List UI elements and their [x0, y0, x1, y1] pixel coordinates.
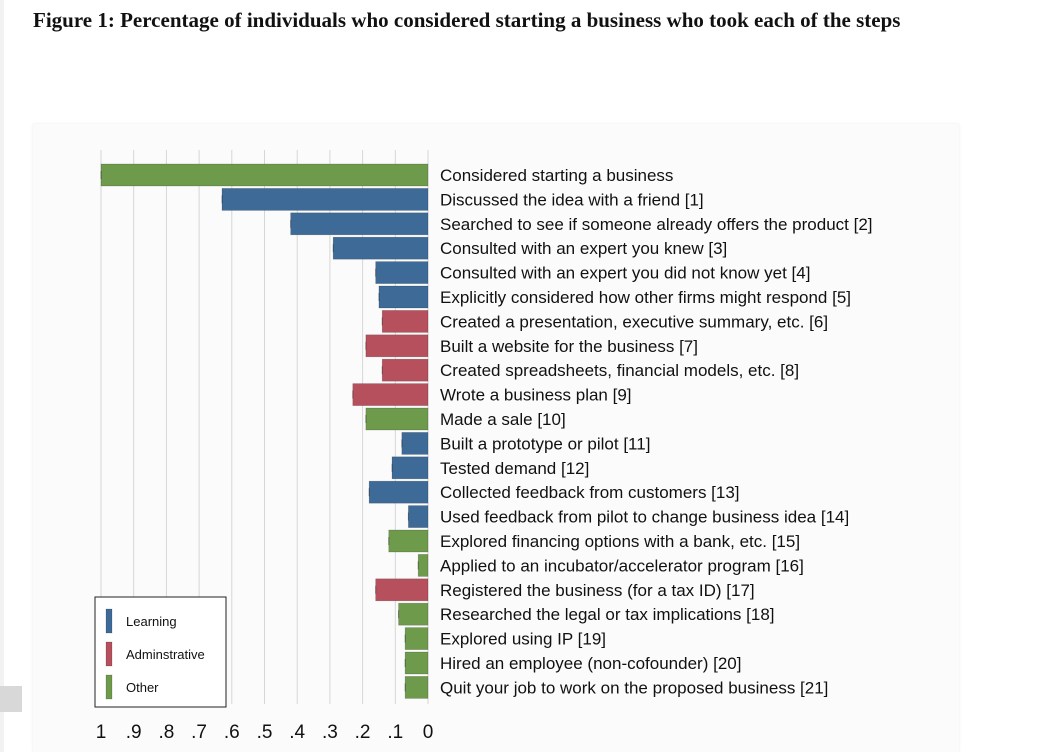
bar — [404, 651, 429, 675]
bar — [365, 334, 429, 358]
left-edge-strip — [0, 0, 4, 752]
category-label: Explicitly considered how other firms mi… — [440, 288, 851, 307]
x-tick-label: .4 — [289, 722, 305, 743]
bar — [368, 480, 429, 504]
category-label: Used feedback from pilot to change busin… — [440, 508, 849, 527]
bar — [290, 212, 429, 236]
category-label: Consulted with an expert you knew [3] — [440, 239, 727, 258]
legend-swatch — [105, 608, 113, 634]
category-label: Built a prototype or pilot [11] — [440, 434, 650, 453]
category-label: Searched to see if someone already offer… — [440, 215, 873, 234]
x-tick-label: .5 — [257, 722, 273, 743]
x-axis: 1 .9 .8 .7 .6 .5 .4 .3 .2 .1 0 — [96, 722, 434, 743]
left-edge-tab — [0, 686, 22, 712]
bar — [375, 261, 429, 284]
x-tick-label: .7 — [191, 722, 207, 743]
legend-label: Adminstrative — [126, 647, 205, 662]
bar — [381, 310, 429, 333]
bars — [100, 163, 429, 699]
bar — [352, 383, 429, 406]
category-label: Applied to an incubator/accelerator prog… — [440, 556, 804, 575]
bar — [398, 602, 429, 626]
category-label: Considered starting a business — [440, 166, 673, 185]
bar — [391, 456, 429, 480]
legend-label: Learning — [126, 614, 177, 629]
category-label: Explored financing options with a bank, … — [440, 532, 800, 551]
x-tick-label: .2 — [355, 722, 371, 743]
bar — [100, 163, 429, 187]
category-label: Quit your job to work on the proposed bu… — [440, 678, 828, 697]
category-label: Hired an employee (non-cofounder) [20] — [440, 654, 741, 673]
category-label: Registered the business (for a tax ID) [… — [440, 581, 755, 600]
bar — [388, 529, 429, 553]
category-label: Wrote a business plan [9] — [440, 386, 632, 405]
x-tick-label: .3 — [322, 722, 338, 743]
legend-label: Other — [126, 680, 159, 695]
bar — [378, 285, 429, 309]
category-label: Tested demand [12] — [440, 459, 589, 478]
category-label: Made a sale [10] — [440, 410, 566, 429]
category-label: Discussed the idea with a friend [1] — [440, 190, 704, 209]
x-tick-label: 0 — [423, 722, 434, 743]
category-label: Collected feedback from customers [13] — [440, 483, 740, 502]
legend-swatch — [105, 674, 113, 700]
bar — [408, 505, 429, 528]
bar — [381, 358, 429, 382]
x-tick-label: 1 — [96, 722, 107, 743]
legend-swatch — [105, 641, 113, 667]
category-label: Explored using IP [19] — [440, 630, 606, 649]
x-tick-label: .1 — [387, 722, 403, 743]
bar — [401, 432, 429, 455]
category-label: Created a presentation, executive summar… — [440, 312, 828, 331]
bar — [404, 676, 429, 699]
page-title: Figure 1: Percentage of individuals who … — [33, 8, 901, 32]
bar — [404, 627, 429, 650]
category-label: Created spreadsheets, financial models, … — [440, 361, 799, 380]
legend-box — [94, 596, 227, 708]
x-tick-label: .8 — [158, 722, 174, 743]
x-tick-label: .9 — [126, 722, 142, 743]
bar — [221, 188, 429, 211]
category-label: Consulted with an expert you did not kno… — [440, 264, 810, 283]
x-tick-label: .6 — [224, 722, 240, 743]
bar — [417, 554, 429, 577]
category-label: Researched the legal or tax implications… — [440, 605, 775, 624]
category-label: Built a website for the business [7] — [440, 337, 698, 356]
legend: Learning Adminstrative Other — [94, 596, 227, 708]
bar — [375, 578, 429, 602]
bar — [332, 236, 429, 260]
bar — [365, 407, 429, 431]
category-labels: Considered starting a business Discussed … — [440, 166, 873, 697]
